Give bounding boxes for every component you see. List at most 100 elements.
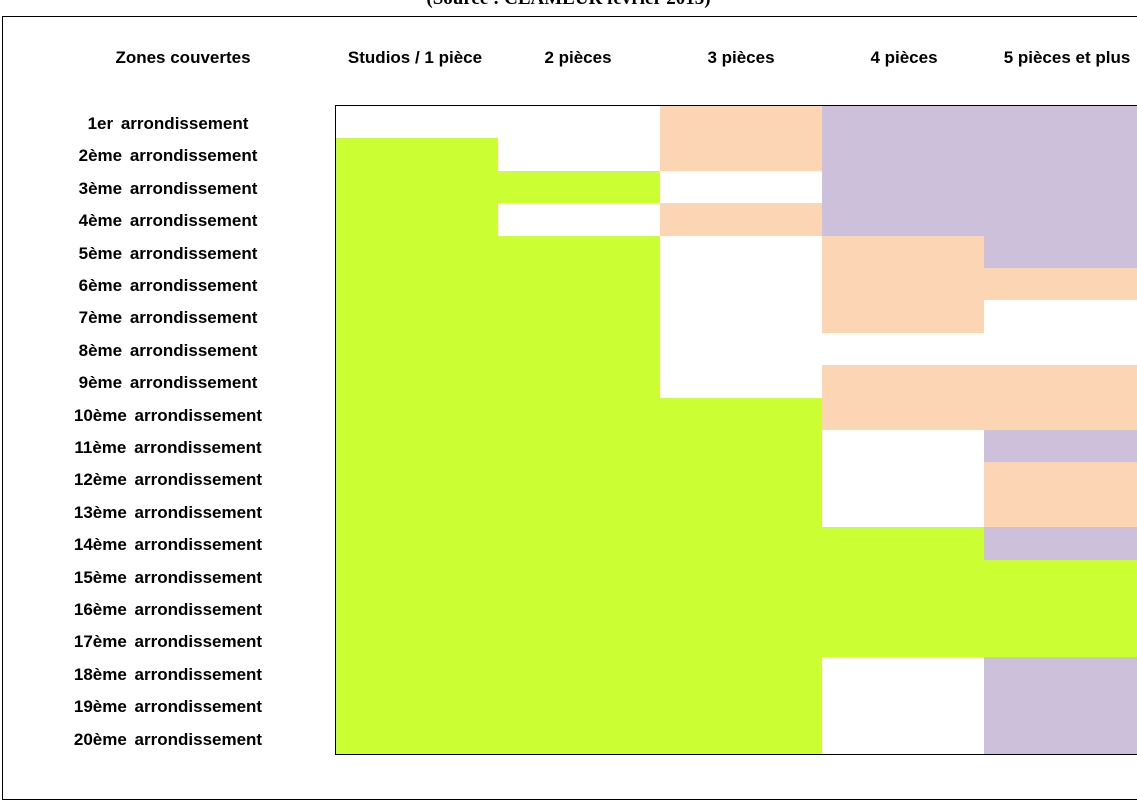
grid-cell: [822, 527, 985, 561]
column-header: 4 pièces: [870, 48, 938, 67]
grid-cell: [498, 430, 661, 464]
grid-cell: [984, 235, 1137, 269]
grid-cell: [498, 138, 661, 172]
grid-cell: [660, 592, 823, 626]
grid-cell: [822, 300, 985, 334]
grid-cell: [822, 203, 985, 237]
zones-header: Zones couvertes: [115, 48, 251, 67]
grid-cell: [660, 527, 823, 561]
grid-cell: [660, 624, 823, 658]
grid-cell: [660, 300, 823, 334]
grid-cell: [822, 592, 985, 626]
grid-cell: [822, 656, 985, 691]
grid-cell: [336, 462, 499, 496]
row-label: 1er arrondissement: [87, 114, 249, 133]
grid-cell: [984, 494, 1137, 529]
grid-cell: [984, 430, 1137, 464]
grid-cell: [984, 462, 1137, 496]
row-label: 3ème arrondissement: [78, 178, 258, 198]
grid-cell: [984, 300, 1137, 334]
grid-cell: [984, 203, 1137, 237]
grid-cell: [336, 689, 499, 723]
row-label: 17ème arrondissement: [73, 632, 263, 652]
row-label: 5ème arrondissement: [78, 243, 258, 263]
color-grid: [335, 105, 1137, 755]
grid-cell: [660, 656, 823, 691]
grid-cell: [498, 624, 661, 658]
grid-cell: [822, 106, 985, 140]
grid-cell: [498, 235, 661, 269]
grid-cell: [498, 656, 661, 691]
grid-cell: [498, 462, 661, 496]
grid-cell: [336, 203, 499, 237]
row-label: 9ème arrondissement: [78, 373, 258, 393]
grid-cell: [498, 268, 661, 302]
grid-cell: [822, 365, 985, 399]
grid-cell: [822, 170, 985, 205]
grid-cell: [660, 138, 823, 172]
grid-cell: [822, 430, 985, 464]
grid-cell: [660, 365, 823, 399]
grid-cell: [660, 268, 823, 302]
grid-cell: [660, 170, 823, 205]
grid-cell: [984, 592, 1137, 626]
row-label: 18ème arrondissement: [73, 664, 263, 684]
grid-cell: [660, 721, 823, 754]
grid-cell: [498, 203, 661, 237]
grid-cell: [336, 430, 499, 464]
row-label: 10ème arrondissement: [73, 405, 263, 425]
grid-cell: [336, 170, 499, 205]
grid-cell: [336, 559, 499, 593]
grid-cell: [498, 494, 661, 529]
grid-cell: [660, 106, 823, 140]
grid-cell: [498, 300, 661, 334]
row-label: 6ème arrondissement: [78, 276, 258, 295]
grid-cell: [660, 397, 823, 431]
grid-cell: [336, 268, 499, 302]
grid-cell: [336, 721, 499, 754]
grid-cell: [660, 430, 823, 464]
row-label: 16ème arrondissement: [73, 600, 263, 619]
grid-cell: [822, 494, 985, 529]
grid-cell: [984, 624, 1137, 658]
grid-cell: [336, 332, 499, 367]
grid-cell: [498, 592, 661, 626]
grid-cell: [498, 527, 661, 561]
row-label: 2ème arrondissement: [78, 146, 258, 166]
grid-cell: [498, 721, 661, 754]
grid-cell: [660, 559, 823, 593]
grid-cell: [336, 235, 499, 269]
grid-cell: [336, 494, 499, 529]
column-header: Studios / 1 pièce: [347, 48, 483, 67]
grid-cell: [984, 721, 1137, 754]
row-label: 15ème arrondissement: [73, 567, 263, 587]
grid-cell: [336, 397, 499, 431]
grid-cell: [822, 462, 985, 496]
grid-cell: [660, 235, 823, 269]
grid-cell: [498, 559, 661, 593]
grid-cell: [984, 527, 1137, 561]
row-label: 11ème arrondissement: [74, 438, 262, 457]
grid-cell: [822, 689, 985, 723]
grid-cell: [336, 527, 499, 561]
grid-cell: [336, 106, 499, 140]
grid-cell: [498, 397, 661, 431]
grid-cell: [984, 656, 1137, 691]
grid-cell: [822, 721, 985, 754]
row-label: 14ème arrondissement: [73, 535, 263, 555]
grid-cell: [336, 138, 499, 172]
grid-cell: [498, 365, 661, 399]
grid-cell: [822, 559, 985, 593]
row-label: 4ème arrondissement: [78, 211, 258, 231]
grid-cell: [984, 689, 1137, 723]
grid-cell: [822, 138, 985, 172]
row-label: 7ème arrondissement: [78, 308, 258, 328]
grid-cell: [498, 332, 661, 367]
grid-cell: [336, 656, 499, 691]
grid-cell: [984, 365, 1137, 399]
grid-cell: [336, 300, 499, 334]
grid-cell: [984, 397, 1137, 431]
column-header: 5 pièces et plus: [1003, 48, 1131, 67]
grid-cell: [336, 592, 499, 626]
grid-cell: [660, 332, 823, 367]
